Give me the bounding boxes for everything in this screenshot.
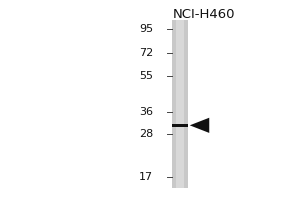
Bar (172, 20, 188, 188)
Text: 36: 36 (139, 107, 153, 117)
Text: 72: 72 (139, 48, 153, 58)
Text: 55: 55 (139, 71, 153, 81)
Text: 28: 28 (139, 129, 153, 139)
Polygon shape (190, 118, 209, 133)
Text: 17: 17 (139, 172, 153, 182)
Text: 95: 95 (139, 24, 153, 34)
Bar (176, 20, 184, 188)
Bar (172, 124, 188, 127)
Text: NCI-H460: NCI-H460 (173, 8, 235, 21)
